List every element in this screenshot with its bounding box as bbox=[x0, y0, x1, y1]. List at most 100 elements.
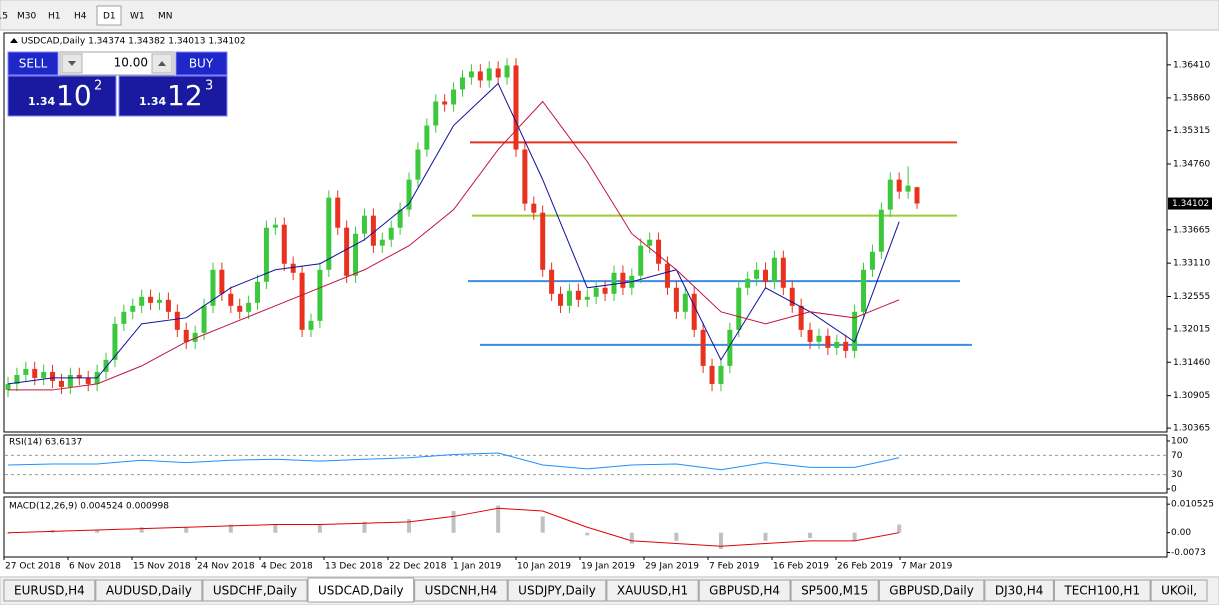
buy-button[interactable] bbox=[175, 51, 228, 76]
bid-big: 1.34 bbox=[28, 95, 55, 108]
timeframe-button[interactable]: M30 bbox=[17, 12, 36, 22]
tab[interactable]: UKOil, bbox=[1150, 579, 1208, 602]
y-tick-label: 1.35860 bbox=[1173, 93, 1210, 103]
ask-box[interactable] bbox=[118, 75, 228, 117]
tab-label[interactable]: SP500,M15 bbox=[801, 584, 868, 598]
candle-body bbox=[353, 233, 359, 276]
tab[interactable]: GBPUSD,H4 bbox=[698, 579, 791, 602]
tab-bg[interactable] bbox=[790, 579, 879, 602]
candle-body bbox=[656, 239, 662, 264]
tab[interactable]: GBPUSD,Daily bbox=[878, 579, 985, 602]
date-label: 16 Feb 2019 bbox=[773, 562, 829, 572]
candle-body bbox=[647, 239, 653, 246]
candle-body bbox=[237, 305, 243, 312]
macd-label: MACD(12,26,9) 0.004524 0.000998 bbox=[9, 502, 169, 512]
timeframe-button[interactable]: D1 bbox=[103, 12, 116, 22]
tab-label[interactable]: XAUUSD,H1 bbox=[617, 584, 688, 598]
rsi-panel bbox=[3, 434, 1168, 494]
candle-body bbox=[201, 305, 207, 333]
candle-body bbox=[789, 287, 795, 306]
ask-main: 12 bbox=[167, 79, 203, 112]
tab[interactable]: SP500,M15 bbox=[790, 579, 879, 602]
date-label: 26 Feb 2019 bbox=[837, 562, 893, 572]
candle-body bbox=[67, 374, 73, 387]
tab[interactable]: USDCHF,Daily bbox=[202, 579, 308, 602]
timeframe-button[interactable]: W1 bbox=[130, 12, 145, 22]
tab-bg[interactable] bbox=[984, 579, 1054, 602]
tab-bg[interactable] bbox=[3, 579, 96, 602]
tab-label[interactable]: TECH100,H1 bbox=[1063, 584, 1140, 598]
ask-big: 1.34 bbox=[139, 95, 166, 108]
tab-bg[interactable] bbox=[1053, 579, 1151, 602]
macd-bar bbox=[808, 532, 813, 539]
candle-body bbox=[442, 101, 448, 105]
date-label: 22 Dec 2018 bbox=[389, 562, 447, 572]
candle-body bbox=[76, 374, 82, 378]
candle-body bbox=[558, 293, 564, 306]
tab[interactable]: EURUSD,H4 bbox=[3, 579, 96, 602]
macd-bar bbox=[228, 524, 233, 533]
tab-label[interactable]: USDJPY,Daily bbox=[518, 584, 596, 598]
tab-label[interactable]: AUDUSD,Daily bbox=[106, 584, 192, 598]
date-label: 7 Feb 2019 bbox=[709, 562, 760, 572]
candle-body bbox=[495, 68, 501, 78]
tab-bg[interactable] bbox=[307, 577, 415, 603]
sell-button[interactable] bbox=[7, 51, 59, 76]
rsi-tick-label: 70 bbox=[1171, 451, 1183, 461]
tab-label[interactable]: USDCNH,H4 bbox=[425, 584, 498, 598]
timeframe-button[interactable]: H1 bbox=[48, 12, 61, 22]
tab-bg[interactable] bbox=[414, 579, 508, 602]
candle-body bbox=[406, 179, 412, 210]
tab-label[interactable]: UKOil, bbox=[1161, 584, 1197, 598]
lot-field[interactable] bbox=[59, 51, 175, 76]
tab-label[interactable]: USDCAD,Daily bbox=[318, 584, 404, 598]
tab-bg[interactable] bbox=[202, 579, 308, 602]
candle-body bbox=[424, 125, 430, 150]
tab[interactable]: USDCAD,Daily bbox=[307, 577, 415, 603]
tab-bg[interactable] bbox=[878, 579, 985, 602]
candle-body bbox=[58, 380, 64, 387]
tab[interactable]: DJ30,H4 bbox=[984, 579, 1054, 602]
tab-label[interactable]: GBPUSD,Daily bbox=[889, 584, 974, 598]
tab-label[interactable]: DJ30,H4 bbox=[995, 584, 1044, 598]
buy-label[interactable]: BUY bbox=[189, 57, 214, 71]
candle-body bbox=[263, 227, 269, 282]
tab-bg[interactable] bbox=[698, 579, 791, 602]
tab-label[interactable]: GBPUSD,H4 bbox=[709, 584, 780, 598]
timeframe-button[interactable]: H4 bbox=[74, 12, 87, 22]
tab-bg[interactable] bbox=[95, 579, 203, 602]
tab[interactable]: USDJPY,Daily bbox=[507, 579, 607, 602]
date-label: 7 Mar 2019 bbox=[901, 562, 953, 572]
timeframe-button[interactable]: M15 bbox=[0, 12, 8, 22]
tab[interactable]: TECH100,H1 bbox=[1053, 579, 1151, 602]
candle-body bbox=[85, 377, 91, 384]
y-tick-label: 1.32015 bbox=[1173, 324, 1210, 334]
y-tick-label: 1.34760 bbox=[1173, 159, 1210, 169]
candle-body bbox=[673, 287, 679, 312]
tab[interactable]: USDCNH,H4 bbox=[414, 579, 508, 602]
tab[interactable]: AUDUSD,Daily bbox=[95, 579, 203, 602]
candle-body bbox=[32, 368, 38, 378]
tab-label[interactable]: EURUSD,H4 bbox=[14, 584, 85, 598]
tab-bg[interactable] bbox=[606, 579, 699, 602]
bid-box[interactable] bbox=[7, 75, 117, 117]
tab-label[interactable]: USDCHF,Daily bbox=[213, 584, 297, 598]
date-label: 29 Jan 2019 bbox=[645, 562, 699, 572]
candle-body bbox=[869, 251, 875, 270]
rsi-tick-label: 30 bbox=[1171, 470, 1183, 480]
main-panel bbox=[3, 32, 1168, 433]
tab[interactable]: XAUUSD,H1 bbox=[606, 579, 699, 602]
tab-bg[interactable] bbox=[1150, 579, 1208, 602]
candle-body bbox=[825, 335, 831, 348]
toolbar bbox=[0, 0, 1219, 31]
macd-bar bbox=[718, 532, 723, 549]
candle-body bbox=[549, 269, 555, 294]
candle-body bbox=[584, 296, 590, 300]
sell-label[interactable]: SELL bbox=[19, 57, 48, 71]
lot-value[interactable]: 10.00 bbox=[114, 56, 148, 70]
candle-body bbox=[14, 374, 20, 384]
date-label: 4 Dec 2018 bbox=[261, 562, 313, 572]
timeframe-button[interactable]: MN bbox=[158, 12, 173, 22]
tab-bg[interactable] bbox=[507, 579, 607, 602]
candle-body bbox=[593, 287, 599, 297]
